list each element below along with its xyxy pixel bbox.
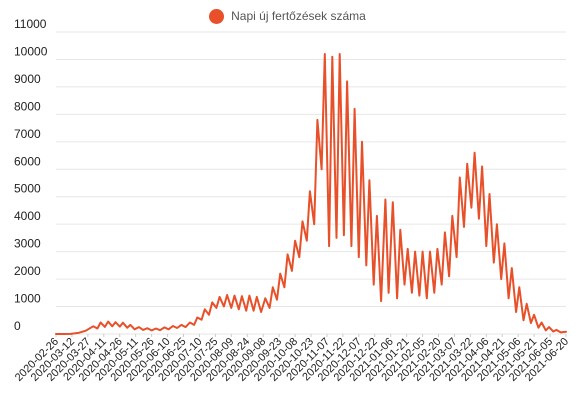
y-tick-label: 5000: [14, 182, 41, 196]
y-tick-label: 8000: [14, 99, 41, 113]
y-tick-label: 9000: [14, 72, 41, 86]
legend[interactable]: Napi új fertőzések száma: [0, 6, 575, 26]
y-tick-label: 7000: [14, 127, 41, 141]
y-tick-label: 1000: [14, 292, 41, 306]
legend-label: Napi új fertőzések száma: [231, 9, 366, 23]
y-tick-label: 3000: [14, 237, 41, 251]
y-tick-label: 0: [14, 319, 21, 333]
y-tick-label: 11000: [14, 17, 47, 31]
y-tick-label: 2000: [14, 264, 41, 278]
legend-swatch: [209, 8, 225, 24]
y-tick-label: 4000: [14, 209, 41, 223]
y-tick-label: 6000: [14, 154, 41, 168]
series-line: [55, 53, 567, 335]
y-tick-label: 10000: [14, 44, 48, 58]
